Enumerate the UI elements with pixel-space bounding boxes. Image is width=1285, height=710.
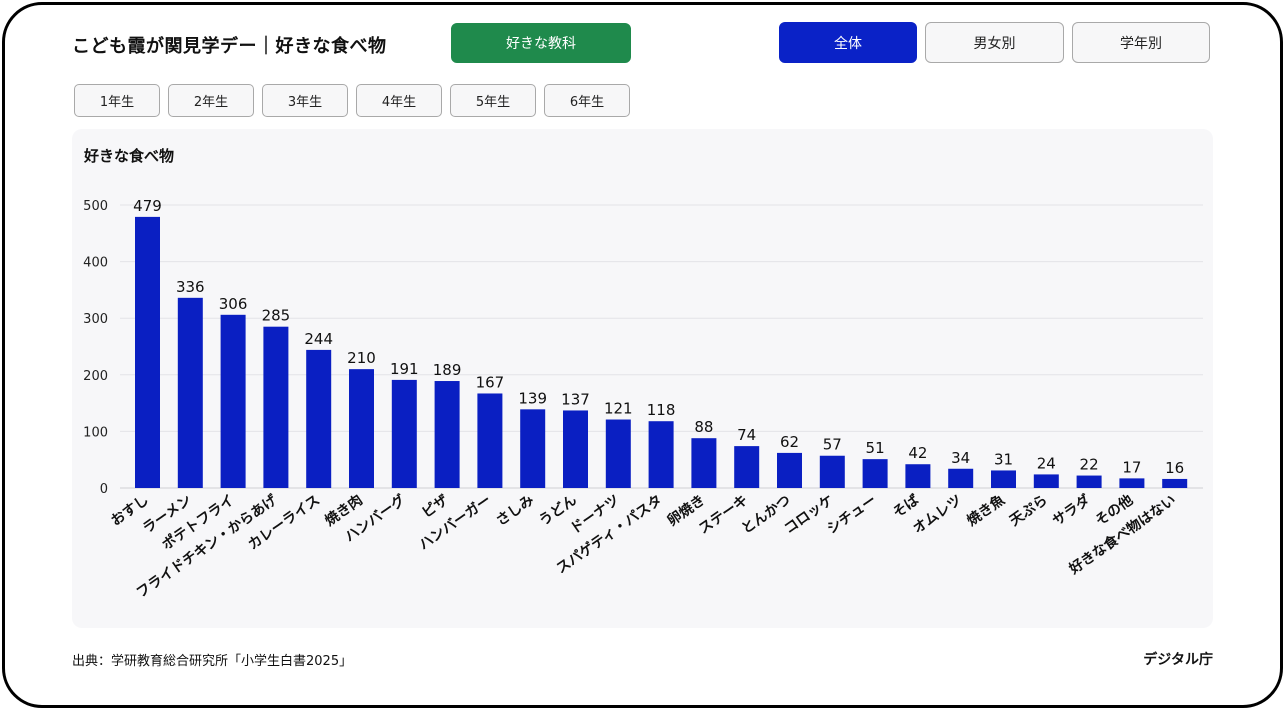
bar [648,421,674,488]
source-note: 出典：学研教育総合研究所「小学生白書2025」 [72,654,353,669]
tab-by-grade[interactable]: 学年別 [1072,22,1210,63]
data-label: 34 [951,449,970,467]
bar [691,438,717,488]
bar [391,379,417,488]
bar [263,326,289,488]
bar [991,470,1016,488]
bar [306,349,332,488]
bar [477,393,503,488]
bar [905,464,931,488]
y-tick-label: 300 [83,312,108,327]
data-label: 31 [994,450,1013,468]
category-label: ピザ [419,492,451,521]
bar [1033,474,1059,488]
bar [220,314,246,488]
y-tick-label: 200 [83,369,108,384]
chart-title: 好きな食べ物 [84,147,175,165]
bar [948,468,974,488]
bar [135,216,160,489]
page-title: こども霞が関見学デー｜好きな食べ物 [72,36,387,57]
data-label: 191 [390,360,419,378]
category-label: 焼き魚 [964,491,1008,529]
bar [734,446,760,488]
subject-button[interactable]: 好きな教科 [451,23,631,63]
data-label: 74 [737,426,756,444]
bar [434,381,460,488]
category-label: サラダ [1049,491,1093,529]
data-label: 22 [1080,456,1099,474]
grade-tab-4[interactable]: 4年生 [356,84,442,117]
brand-label: デジタル庁 [1143,652,1213,668]
bar [563,410,588,488]
bar [605,419,631,488]
grade-tab-2[interactable]: 2年生 [168,84,254,117]
y-tick-label: 100 [83,425,108,440]
grade-tab-5[interactable]: 5年生 [450,84,536,117]
bar [862,459,888,488]
data-label: 57 [823,436,842,454]
grade-tab-3[interactable]: 3年生 [262,84,348,117]
category-label: そば [890,492,922,521]
bar [177,297,203,488]
data-label: 285 [262,307,291,325]
tab-overall[interactable]: 全体 [779,22,917,63]
y-tick-label: 0 [100,482,108,497]
data-label: 121 [604,400,633,418]
category-label: さしみ [493,492,537,529]
data-label: 62 [780,433,799,451]
data-label: 16 [1165,459,1184,477]
category-label: オムレツ [910,492,965,537]
y-tick-label: 500 [83,199,108,214]
data-label: 24 [1037,454,1056,472]
y-tick-label: 400 [83,256,108,271]
tab-by-gender[interactable]: 男女別 [925,22,1064,63]
grade-tab-1[interactable]: 1年生 [74,84,160,117]
category-label: シチュー [824,492,879,537]
data-label: 51 [866,439,885,457]
bar [777,452,802,488]
data-label: 479 [133,197,162,215]
data-label: 244 [304,330,333,348]
data-label: 336 [176,278,205,296]
data-label: 139 [518,389,547,407]
data-label: 17 [1122,458,1141,476]
data-label: 189 [433,361,462,379]
bar [1162,478,1188,488]
data-label: 137 [561,390,590,408]
bar [349,369,374,488]
category-label: 天ぷら [1007,492,1051,529]
data-label: 118 [647,401,676,419]
data-label: 167 [476,373,505,391]
bar [819,455,845,488]
bar [520,409,546,488]
data-label: 88 [694,418,713,436]
bar [1119,478,1145,488]
data-label: 210 [347,349,376,367]
bar [1076,475,1102,488]
data-label: 306 [219,295,248,313]
chart-panel [72,129,1213,628]
grade-tab-6[interactable]: 6年生 [544,84,630,117]
data-label: 42 [908,444,927,462]
